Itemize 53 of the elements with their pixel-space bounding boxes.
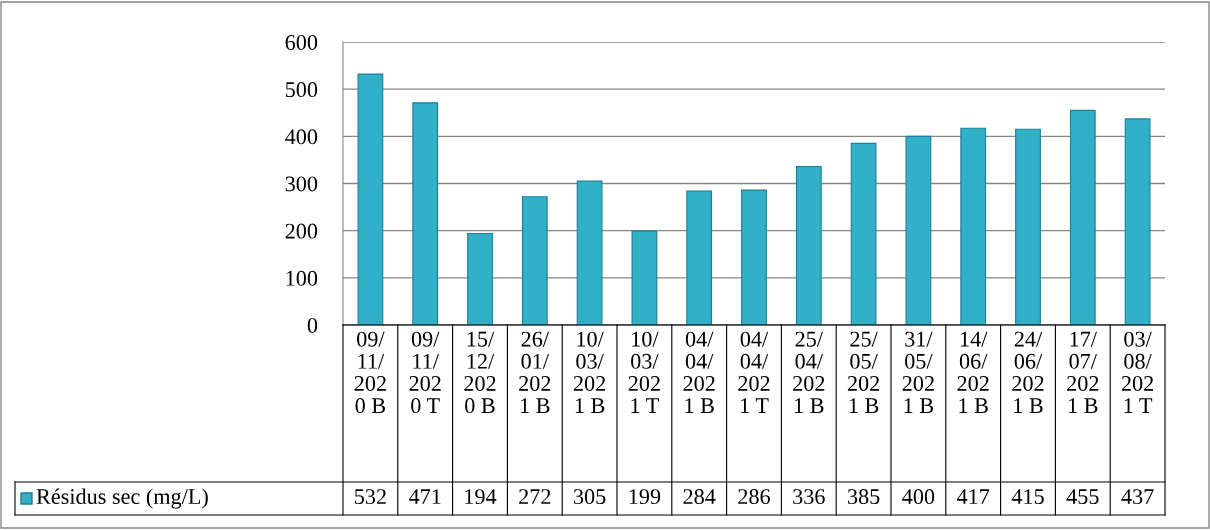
data-label: 284 (683, 489, 716, 505)
y-tick-label: 100 (286, 270, 318, 286)
bar (850, 142, 877, 325)
data-label: 305 (574, 489, 606, 505)
y-tick-label: 600 (285, 34, 318, 50)
y-tick-label: 400 (285, 129, 318, 145)
x-tick-label: 14/06/2021 B (957, 331, 989, 413)
data-label: 272 (519, 489, 551, 504)
bar (412, 102, 439, 325)
data-label: 286 (738, 489, 770, 505)
data-label: 417 (956, 489, 990, 504)
y-tick-label: 0 (307, 317, 318, 333)
data-label: 455 (1066, 489, 1099, 505)
data-label: 336 (793, 489, 825, 505)
data-label: 194 (465, 489, 497, 505)
x-tick-label: 04/04/2021 B (683, 331, 715, 413)
bar (686, 190, 713, 325)
data-label: 437 (1121, 489, 1154, 505)
bar (905, 135, 932, 325)
y-tick-label: 300 (285, 176, 318, 192)
bar (357, 73, 384, 325)
x-tick-label: 15/12/2020 B (464, 331, 496, 414)
x-tick-label: 09/11/2020 T (409, 331, 441, 414)
x-tick-label: 10/03/2021 T (628, 331, 660, 413)
data-label: 532 (355, 489, 386, 505)
x-tick-label: 26/01/2021 B (519, 331, 551, 413)
bar (960, 127, 987, 325)
bar (741, 189, 767, 325)
x-tick-label: 10/03/2021 B (573, 331, 606, 413)
x-tick-label: 09/11/2020 B (354, 331, 386, 414)
legend-label: Résidus sec (mg/L) (36, 488, 208, 509)
x-tick-label: 24/06/2021 B (1012, 331, 1044, 413)
x-tick-label: 04/04/2021 T (738, 331, 770, 413)
bar (521, 196, 548, 325)
x-tick-label: 17/07/2021 B (1067, 331, 1099, 413)
y-tick-label: 500 (285, 82, 318, 98)
bar (576, 180, 603, 325)
data-label: 471 (408, 489, 441, 504)
x-tick-label: 25/04/2021 B (793, 331, 825, 413)
y-tick-label: 200 (285, 223, 318, 239)
data-label: 385 (848, 489, 880, 505)
bar (1015, 128, 1041, 325)
data-label: 199 (629, 489, 661, 505)
x-tick-label: 03/08/2021 T (1121, 331, 1154, 413)
x-tick-label: 25/05/2021 B (847, 331, 880, 413)
bar (631, 230, 658, 325)
data-label: 400 (902, 489, 935, 505)
x-tick-label: 31/05/2021 B (902, 331, 934, 413)
bar (467, 232, 493, 325)
bar (795, 165, 822, 325)
bar (1124, 118, 1151, 325)
bar (1069, 109, 1096, 325)
data-label: 415 (1011, 489, 1044, 505)
